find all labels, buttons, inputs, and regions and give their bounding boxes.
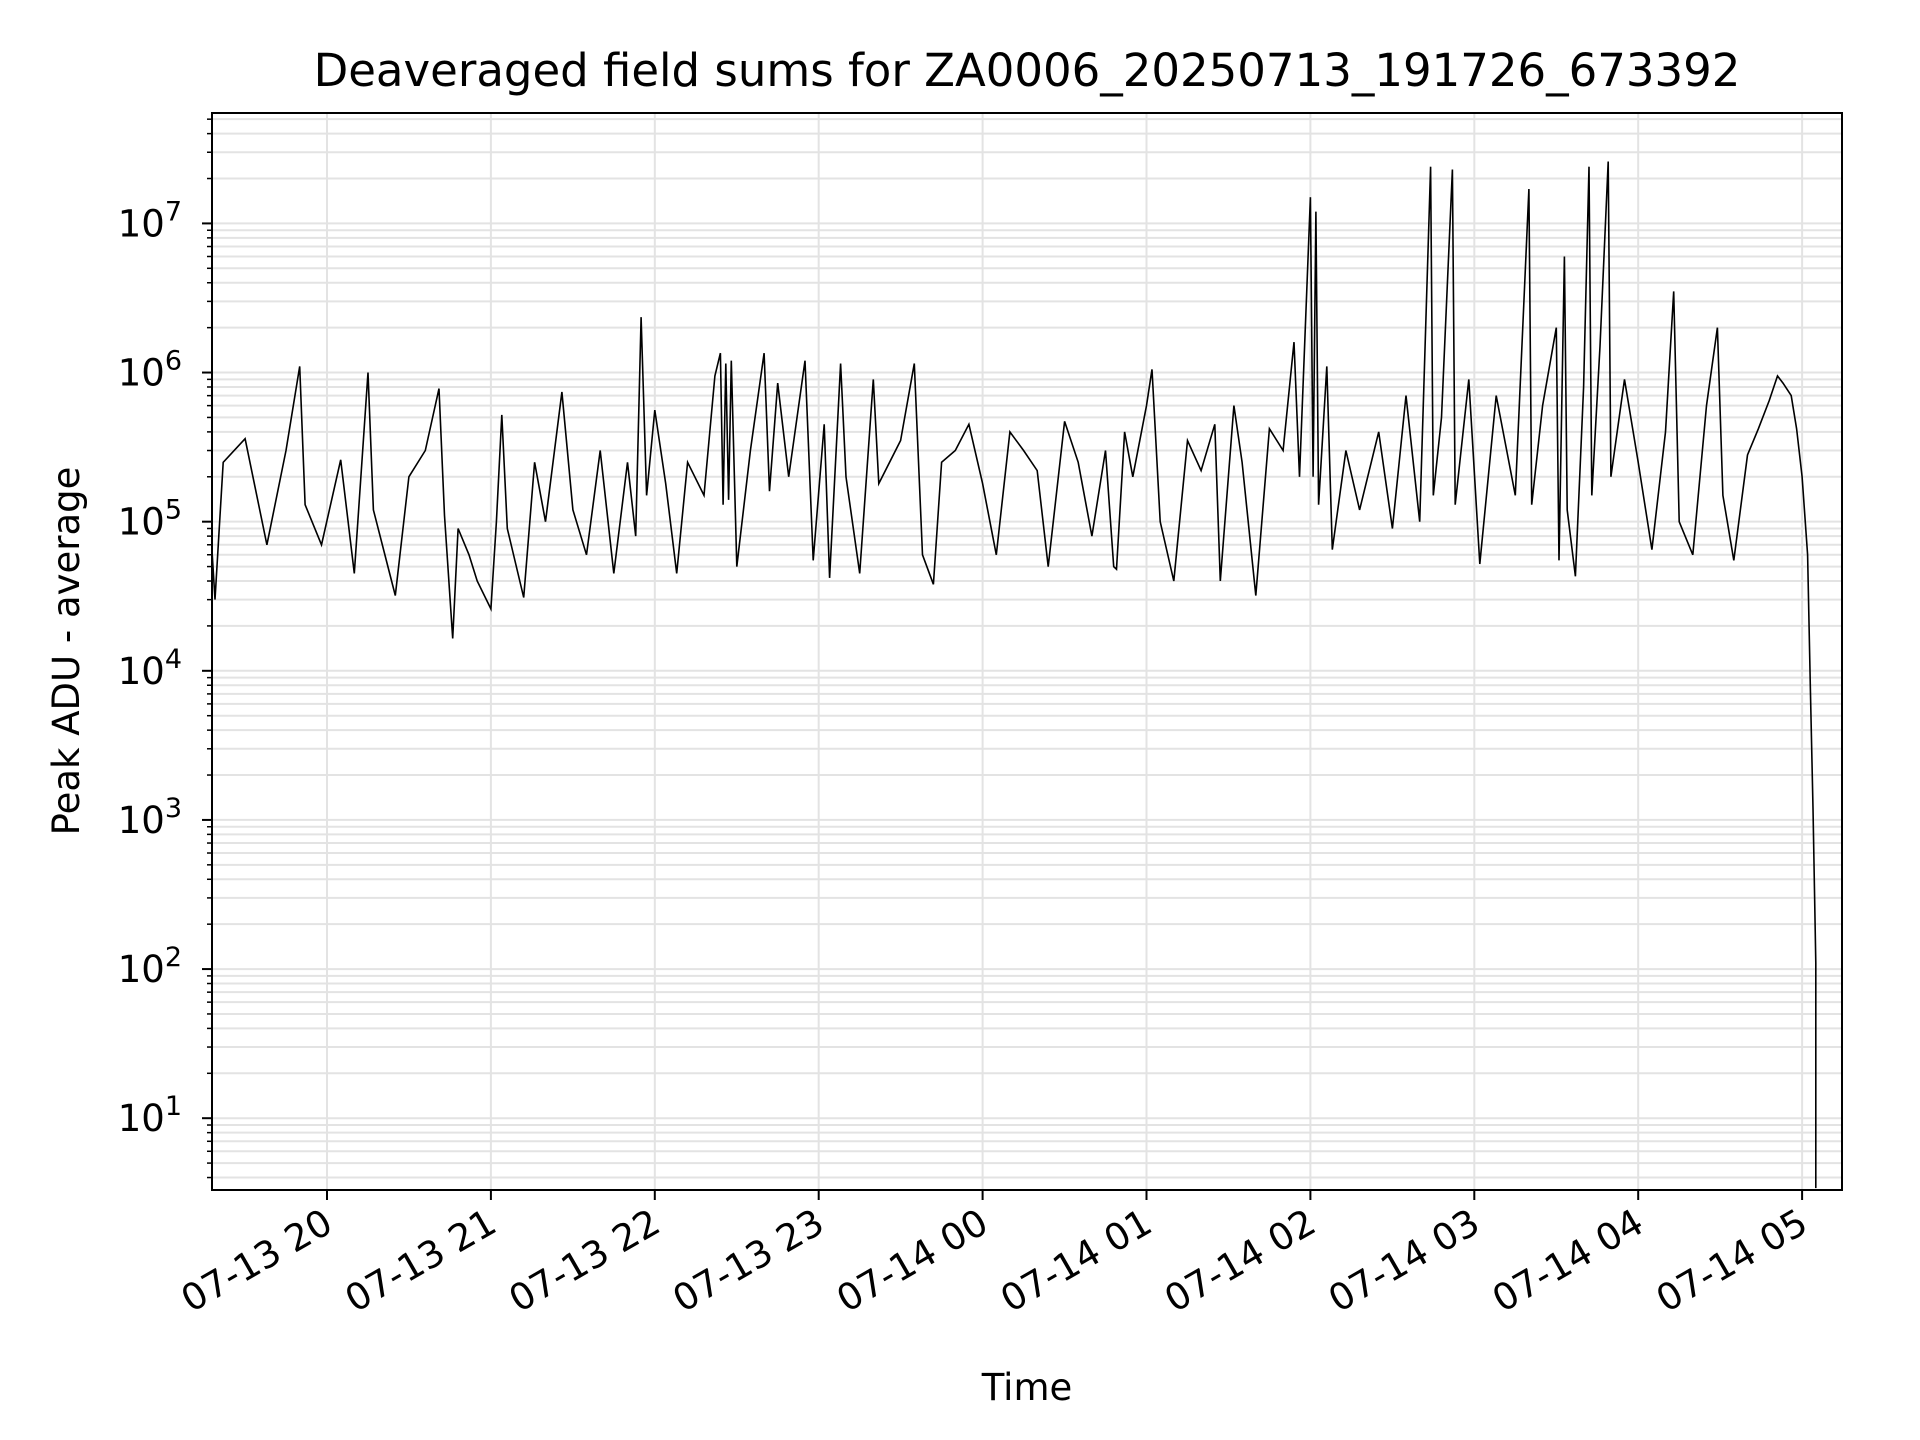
x-axis-label: Time [981, 1366, 1073, 1409]
y-tick-label: 103 [118, 793, 182, 842]
x-tick-label: 07-14 03 [1321, 1201, 1487, 1321]
x-tick-label: 07-13 21 [338, 1201, 504, 1321]
x-tick-label: 07-13 23 [666, 1201, 832, 1321]
y-tick-label: 101 [118, 1091, 182, 1140]
y-tick-label: 106 [118, 346, 182, 395]
x-tick-label: 07-14 05 [1649, 1201, 1815, 1321]
chart-title: Deaveraged field sums for ZA0006_2025071… [314, 44, 1741, 97]
x-tick-label: 07-14 04 [1485, 1201, 1651, 1321]
x-tick-label: 07-14 02 [1157, 1201, 1323, 1321]
x-tick-label: 07-14 00 [830, 1201, 996, 1321]
plot-background [212, 113, 1842, 1190]
y-tick-label: 107 [118, 196, 182, 245]
y-tick-label: 105 [118, 495, 182, 544]
y-tick-label: 102 [118, 942, 182, 991]
grid [212, 113, 1842, 1190]
series-line [212, 161, 1817, 1189]
y-axis-label: Peak ADU - average [45, 467, 88, 836]
x-tick-label: 07-13 22 [502, 1201, 668, 1321]
x-tick-label: 07-14 01 [993, 1201, 1159, 1321]
series-layer [212, 161, 1817, 1189]
plot-frame [211, 112, 1843, 1191]
x-tick-label: 07-13 20 [174, 1201, 340, 1321]
y-tick-label: 104 [118, 644, 182, 693]
